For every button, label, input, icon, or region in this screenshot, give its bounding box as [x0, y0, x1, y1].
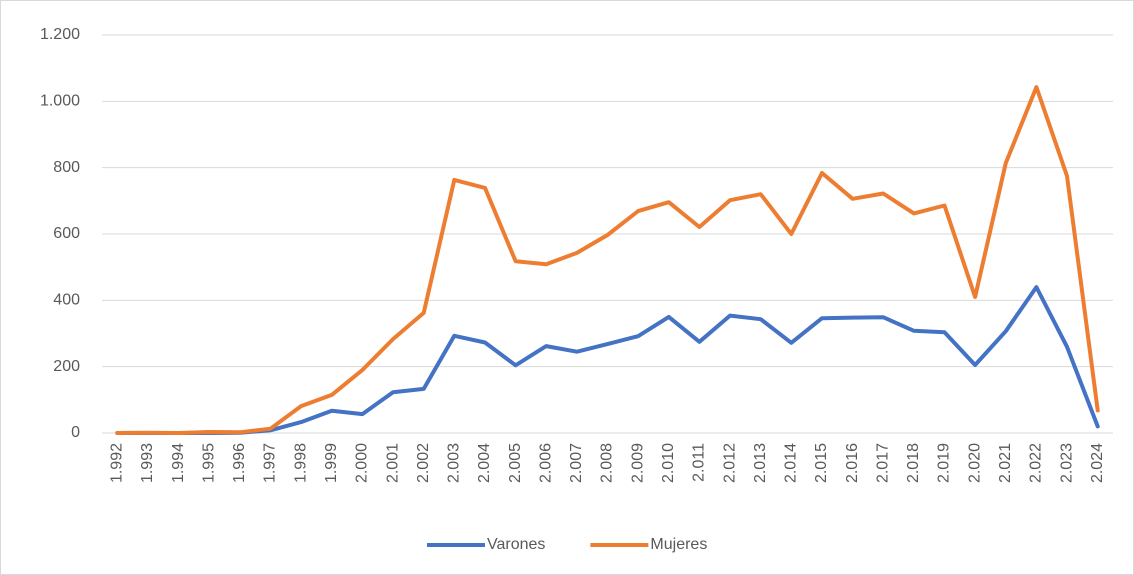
x-tick-label: 1.998: [292, 443, 309, 483]
y-tick-label: 800: [53, 159, 80, 176]
x-tick-label: 2.018: [905, 443, 922, 483]
x-tick-label: 2.023: [1058, 443, 1075, 483]
legend-label: Mujeres: [650, 536, 707, 553]
x-tick-label: 2.008: [599, 443, 616, 483]
x-tick-label: 2.011: [691, 443, 708, 482]
y-tick-label: 1.200: [40, 26, 80, 43]
y-tick-label: 0: [71, 424, 80, 441]
x-tick-label: 2.007: [568, 443, 585, 483]
x-tick-label: 1.992: [109, 443, 126, 483]
x-tick-label: 2.004: [476, 443, 493, 483]
x-tick-label: 2.012: [721, 443, 738, 483]
y-tick-label: 200: [53, 358, 80, 375]
x-tick-label: 1.999: [323, 443, 340, 483]
x-tick-label: 2.015: [813, 443, 830, 483]
x-tick-label: 2.001: [384, 443, 401, 483]
x-tick-label: 2.006: [537, 443, 554, 483]
x-tick-label: 1.996: [231, 443, 248, 483]
x-tick-label: 2.016: [844, 443, 861, 483]
x-tick-label: 2.010: [660, 443, 677, 483]
x-tick-label: 2.003: [446, 443, 463, 483]
x-tick-label: 1.997: [262, 443, 279, 483]
y-tick-label: 600: [53, 225, 80, 242]
x-tick-label: 2.020: [966, 443, 983, 483]
data-line: [115, 285, 1100, 435]
x-tick-label: 2.009: [629, 443, 646, 483]
x-tick-label: 1.995: [200, 443, 217, 483]
x-tick-label: 2.024: [1089, 443, 1106, 483]
x-tick-label: 2.000: [354, 443, 371, 483]
x-tick-label: 2.005: [507, 443, 524, 483]
x-tick-label: 2.021: [997, 443, 1014, 483]
x-tick-label: 1.994: [170, 443, 187, 483]
x-tick-label: 2.002: [415, 443, 432, 483]
y-tick-label: 1.000: [40, 93, 80, 110]
x-tick-label: 2.013: [752, 443, 769, 483]
y-tick-label: 400: [53, 292, 80, 309]
x-tick-label: 2.017: [874, 443, 891, 483]
legend-label: Varones: [487, 536, 545, 553]
x-tick-label: 2.022: [1028, 443, 1045, 483]
data-line: [115, 85, 1100, 435]
x-tick-label: 1.993: [139, 443, 156, 483]
x-tick-label: 2.014: [783, 443, 800, 483]
x-tick-label: 2.019: [936, 443, 953, 483]
